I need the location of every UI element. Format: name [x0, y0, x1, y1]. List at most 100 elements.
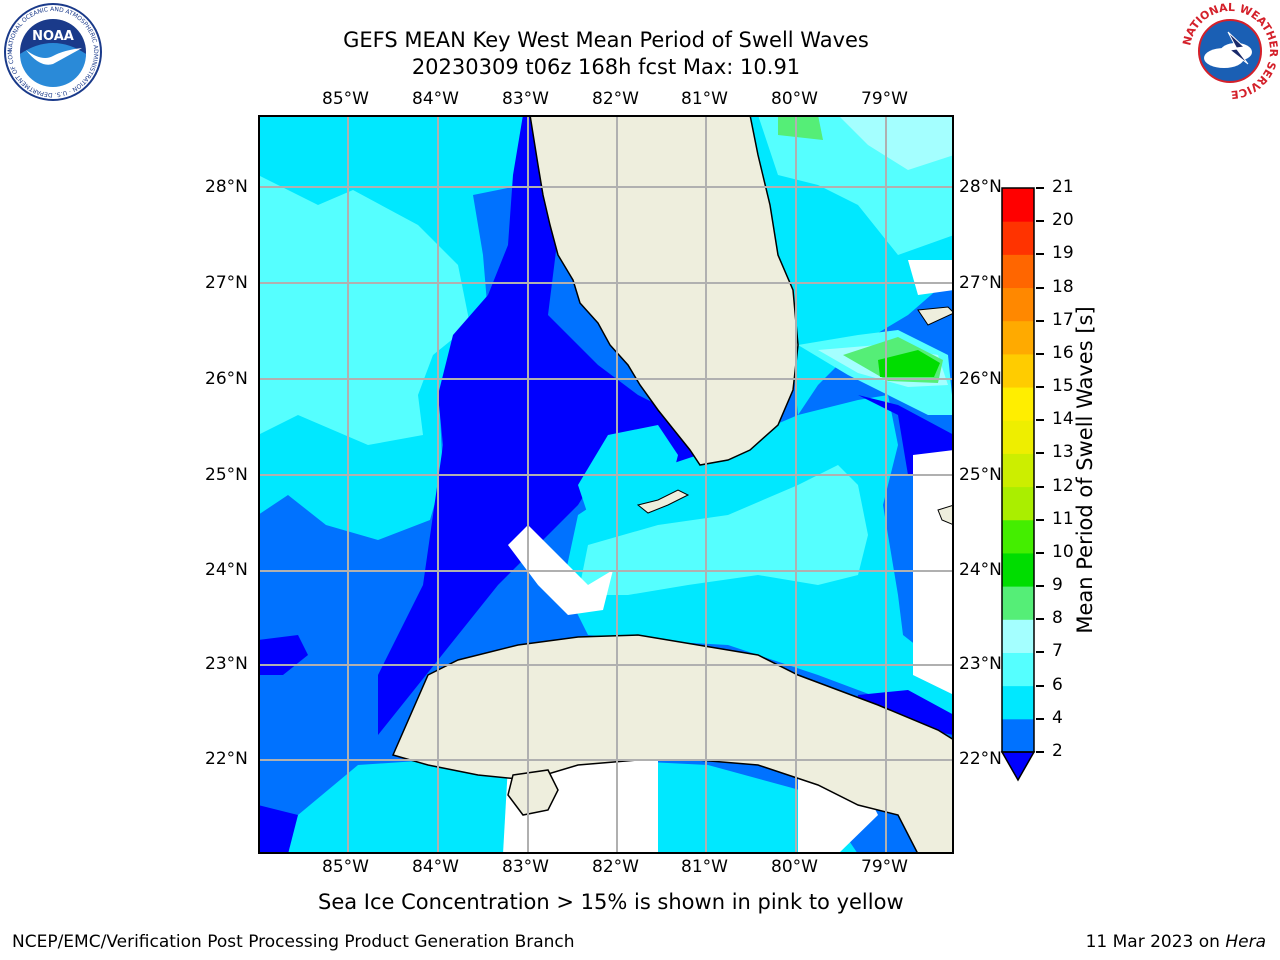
lon-label-top-82w: 82°W — [592, 89, 639, 109]
colorbar-tick-mark — [1036, 618, 1044, 621]
grand-bahama — [917, 306, 954, 326]
colorbar-under-arrow — [1000, 751, 1036, 782]
contour-under-2-trough — [378, 115, 698, 735]
lat-label-right-28n: 28°N — [959, 177, 1002, 197]
contour-4-6-keywest — [578, 425, 678, 515]
colorbar-tick-mark — [1036, 651, 1044, 654]
lon-label-bottom-84w: 84°W — [412, 857, 459, 877]
colorbar-tick-label: 16 — [1052, 342, 1074, 363]
colorbar-tick-label: 20 — [1052, 210, 1074, 231]
lat-label-right-22n: 22°N — [959, 749, 1002, 769]
colorbar-tick-label: 11 — [1052, 508, 1074, 529]
sea-ice-caption: Sea Ice Concentration > 15% is shown in … — [318, 890, 904, 914]
contour-9-10-bahamas — [878, 350, 940, 377]
lon-label-top-80w: 80°W — [771, 89, 818, 109]
colorbar-tick-label: 2 — [1052, 741, 1063, 761]
colorbar-tick-label: 9 — [1052, 575, 1063, 596]
colorbar-tick-mark — [1036, 452, 1044, 455]
colorbar-segment — [1002, 420, 1034, 454]
colorbar-tick-label: 18 — [1052, 276, 1074, 297]
colorbar-tick-mark — [1036, 419, 1044, 422]
chart-title: GEFS MEAN Key West Mean Period of Swell … — [343, 28, 869, 52]
colorbar-tick-label: 19 — [1052, 243, 1074, 264]
noaa-logo-text: NOAA — [32, 29, 74, 44]
colorbar-tick-mark — [1036, 518, 1044, 521]
colorbar-tick-mark — [1036, 352, 1044, 355]
colorbar-tick-mark — [1036, 386, 1044, 389]
lon-label-bottom-83w: 83°W — [502, 857, 549, 877]
chart-subtitle: 20230309 t06z 168h fcst Max: 10.91 — [411, 55, 801, 79]
colorbar-tick-label: 17 — [1052, 309, 1074, 330]
cuba — [391, 634, 954, 854]
footer-date: 11 Mar 2023 on — [1085, 932, 1226, 952]
colorbar-outline — [1001, 187, 1035, 753]
colorbar-segment — [1002, 586, 1034, 620]
lat-label-right-27n: 27°N — [959, 273, 1002, 293]
lon-label-top-79w: 79°W — [861, 89, 908, 109]
lon-label-top-84w: 84°W — [412, 89, 459, 109]
lat-label-left-23n: 23°N — [205, 654, 248, 674]
lat-label-left-22n: 22°N — [205, 749, 248, 769]
florida-peninsula — [529, 115, 799, 466]
colorbar-segment — [1002, 519, 1034, 554]
lon-label-bottom-85w: 85°W — [322, 857, 369, 877]
contour-7-8-atlantic — [838, 115, 954, 170]
colorbar-tick-label: 8 — [1052, 608, 1063, 629]
colorbar-tick-mark — [1036, 585, 1044, 588]
florida-keys — [636, 489, 690, 514]
colorbar-tick-label: 12 — [1052, 475, 1074, 496]
colorbar-tick-mark — [1036, 187, 1044, 189]
colorbar-tick-label: 21 — [1052, 177, 1074, 197]
isle-of-youth — [507, 769, 559, 816]
colorbar-segment — [1002, 552, 1034, 587]
colorbar-tick-mark — [1036, 286, 1044, 289]
lon-label-top-83w: 83°W — [502, 89, 549, 109]
colorbar-segment — [1002, 221, 1034, 255]
footer-host: Hera — [1225, 932, 1266, 952]
lon-label-top-85w: 85°W — [322, 89, 369, 109]
graticule — [258, 115, 954, 854]
colorbar-segment — [1002, 353, 1034, 388]
lat-label-left-27n: 27°N — [205, 273, 248, 293]
nws-logo: NATIONAL WEATHER SERVICE — [1180, 2, 1280, 100]
lat-label-right-24n: 24°N — [959, 560, 1002, 580]
colorbar-tick-mark — [1036, 551, 1044, 554]
lat-label-right-23n: 23°N — [959, 654, 1002, 674]
colorbar-tick-label: 6 — [1052, 674, 1063, 695]
colorbar-segment — [1002, 254, 1034, 289]
lon-label-bottom-80w: 80°W — [771, 857, 818, 877]
footer-left: NCEP/EMC/Verification Post Processing Pr… — [12, 932, 575, 952]
colorbar-segment — [1002, 718, 1034, 753]
colorbar-tick-label: 15 — [1052, 376, 1074, 397]
colorbar-segment — [1002, 287, 1034, 322]
colorbar-tick-mark — [1036, 485, 1044, 488]
lat-label-right-25n: 25°N — [959, 465, 1002, 485]
colorbar-tick-mark — [1036, 220, 1044, 223]
lat-label-left-28n: 28°N — [205, 177, 248, 197]
lat-label-right-26n: 26°N — [959, 369, 1002, 389]
noaa-logo: NATIONAL OCEANIC AND ATMOSPHERIC ADMINIS… — [2, 2, 102, 101]
lon-label-top-81w: 81°W — [681, 89, 728, 109]
lat-label-left-26n: 26°N — [205, 369, 248, 389]
andros — [937, 504, 954, 526]
nodata-bahamas-north — [908, 260, 954, 295]
swell-period-map — [258, 115, 954, 854]
lat-label-left-25n: 25°N — [205, 465, 248, 485]
colorbar-label: Mean Period of Swell Waves [s] — [1073, 306, 1097, 634]
colorbar-segment — [1002, 619, 1034, 653]
colorbar-tick-mark — [1036, 253, 1044, 256]
contour-8-9-north — [778, 115, 823, 140]
lat-label-left-24n: 24°N — [205, 560, 248, 580]
colorbar-segment — [1002, 453, 1034, 488]
lon-label-bottom-81w: 81°W — [681, 857, 728, 877]
colorbar-tick-mark — [1036, 751, 1044, 753]
contour-6-7-west — [258, 175, 470, 445]
colorbar-tick-mark — [1036, 319, 1044, 322]
colorbar-tick-label: 4 — [1052, 707, 1063, 728]
map-frame — [258, 115, 954, 854]
colorbar-segment — [1002, 486, 1034, 521]
colorbar-segment — [1002, 387, 1034, 421]
colorbar-tick-label: 7 — [1052, 641, 1063, 662]
colorbar-segment — [1002, 188, 1034, 222]
colorbar-tick-label: 14 — [1052, 409, 1074, 430]
